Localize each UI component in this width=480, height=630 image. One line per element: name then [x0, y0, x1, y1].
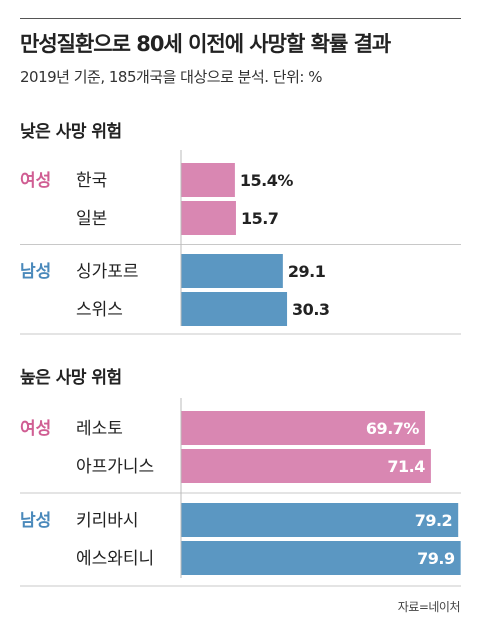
- group-label-male: 남성: [20, 262, 51, 282]
- bar: [181, 163, 235, 197]
- top-rule: [20, 18, 461, 19]
- category-label: 에스와티니: [76, 549, 154, 569]
- data-label: 71.4: [387, 457, 425, 476]
- data-label: 15.7: [241, 209, 278, 228]
- group-label-female: 여성: [20, 419, 51, 439]
- chart-subtitle: 2019년 기준, 185개국을 대상으로 분석. 단위: %: [20, 68, 322, 86]
- section-title: 높은 사망 위험: [20, 367, 122, 388]
- data-label: 69.7%: [366, 419, 419, 438]
- category-label: 키리바시: [76, 511, 139, 531]
- bar: [181, 449, 431, 483]
- bar: [181, 201, 236, 235]
- bar: [181, 292, 288, 326]
- data-label: 29.1: [288, 262, 326, 281]
- section-title: 낮은 사망 위험: [20, 121, 122, 142]
- category-label: 아프가니스: [76, 457, 154, 477]
- data-label: 30.3: [292, 300, 329, 319]
- bar: [181, 541, 461, 575]
- category-label: 레소토: [76, 419, 123, 439]
- bar: [181, 503, 459, 537]
- data-label: 79.9: [417, 549, 455, 568]
- category-label: 한국: [76, 171, 107, 191]
- category-label: 싱가포르: [76, 262, 139, 282]
- data-label: 79.2: [415, 511, 452, 530]
- category-label: 일본: [76, 209, 107, 229]
- data-label: 15.4%: [240, 171, 293, 190]
- group-label-female: 여성: [20, 171, 51, 191]
- bar: [181, 411, 425, 445]
- bar: [181, 254, 283, 288]
- source-note: 자료=네이처: [397, 600, 461, 614]
- category-label: 스위스: [76, 300, 123, 320]
- chart-title: 만성질환으로 80세 이전에 사망할 확률 결과: [20, 32, 391, 56]
- group-label-male: 남성: [20, 511, 51, 531]
